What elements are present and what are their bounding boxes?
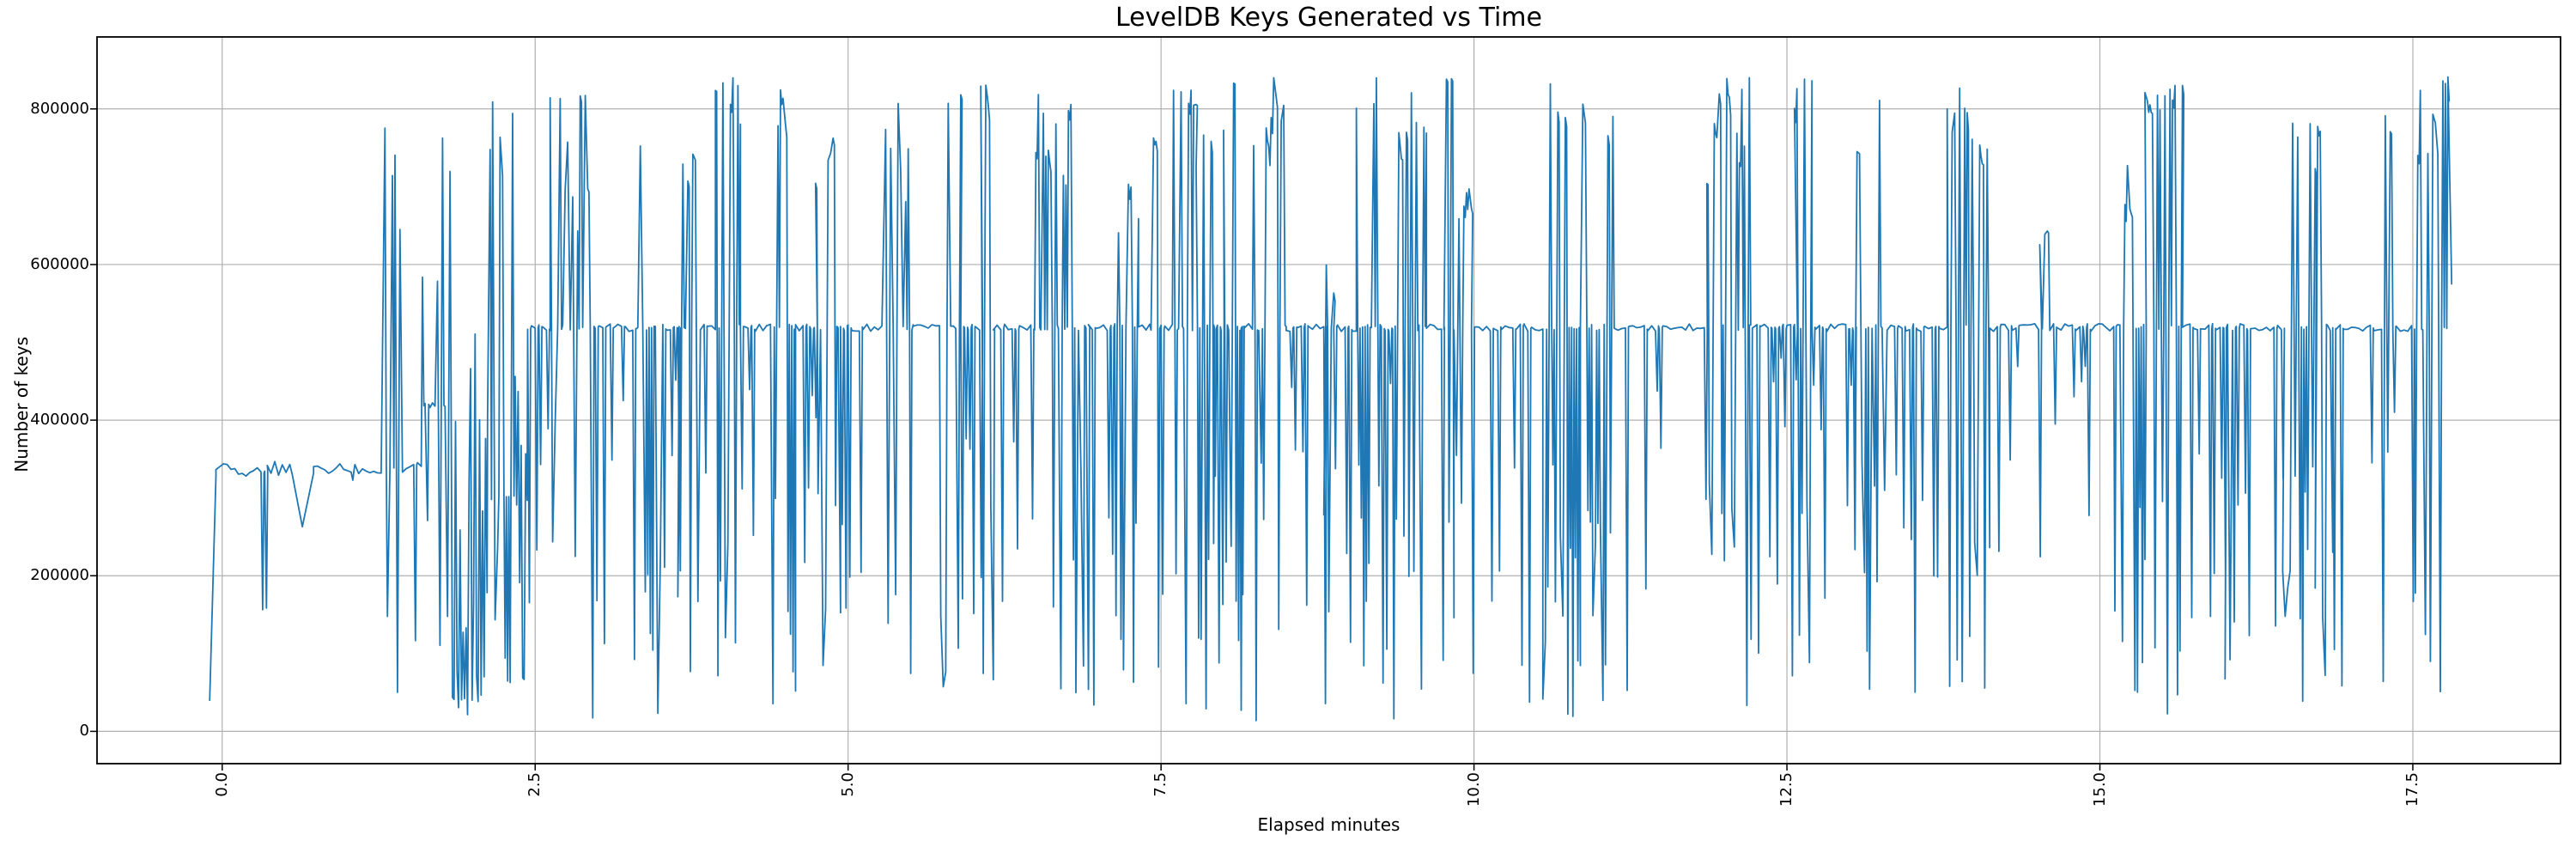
data-series-line (209, 76, 2453, 722)
axes-spines (96, 36, 2561, 765)
x-tick-label: 15.0 (2090, 772, 2109, 807)
y-tick-label: 600000 (30, 254, 89, 273)
x-tick-label: 2.5 (526, 772, 544, 797)
chart-title: LevelDB Keys Generated vs Time (1115, 3, 1542, 33)
y-tick-label: 400000 (30, 411, 89, 430)
y-tick-label: 200000 (30, 566, 89, 585)
y-tick-label: 800000 (30, 99, 89, 118)
y-tick-label: 0 (79, 722, 89, 740)
y-axis-label: Number of keys (11, 337, 32, 472)
x-tick-label: 10.0 (1464, 772, 1483, 807)
x-tick-label: 0.0 (212, 772, 231, 797)
x-tick-label: 12.5 (1777, 772, 1796, 807)
x-tick-label: 5.0 (838, 772, 857, 797)
x-tick-label: 7.5 (1151, 772, 1170, 797)
x-tick-label: 17.5 (2403, 772, 2421, 807)
x-axis-label: Elapsed minutes (1257, 814, 1400, 835)
